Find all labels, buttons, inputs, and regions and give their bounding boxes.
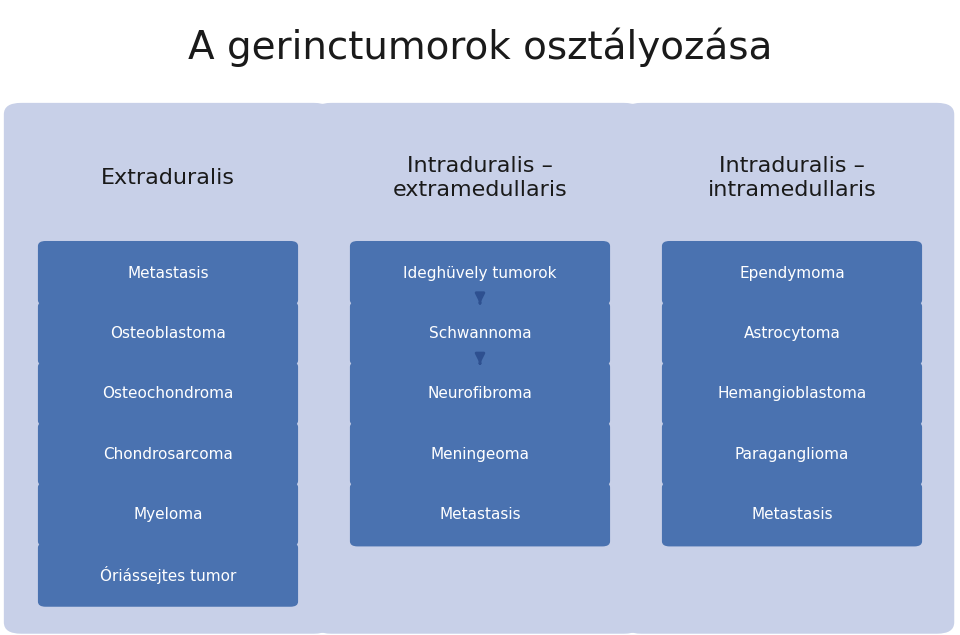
Text: Schwannoma: Schwannoma	[429, 326, 531, 341]
Text: Paraganglioma: Paraganglioma	[734, 446, 850, 462]
Text: Extraduralis: Extraduralis	[101, 168, 235, 188]
Text: Chondrosarcoma: Chondrosarcoma	[103, 446, 233, 462]
FancyBboxPatch shape	[662, 422, 922, 486]
FancyBboxPatch shape	[349, 362, 611, 426]
Text: Intraduralis –
intramedullaris: Intraduralis – intramedullaris	[708, 156, 876, 200]
Text: A gerinctumorok osztályozása: A gerinctumorok osztályozása	[188, 28, 772, 67]
FancyBboxPatch shape	[662, 362, 922, 426]
Text: Osteochondroma: Osteochondroma	[103, 386, 233, 401]
FancyBboxPatch shape	[4, 103, 331, 634]
Text: Ideghüvely tumorok: Ideghüvely tumorok	[403, 265, 557, 281]
FancyBboxPatch shape	[37, 241, 298, 305]
FancyBboxPatch shape	[349, 422, 611, 486]
FancyBboxPatch shape	[349, 302, 611, 366]
Text: Óriássejtes tumor: Óriássejtes tumor	[100, 566, 236, 584]
FancyBboxPatch shape	[662, 241, 922, 305]
FancyBboxPatch shape	[37, 483, 298, 546]
Text: Hemangioblastoma: Hemangioblastoma	[717, 386, 867, 401]
FancyBboxPatch shape	[37, 422, 298, 486]
FancyBboxPatch shape	[37, 362, 298, 426]
FancyBboxPatch shape	[314, 103, 641, 634]
FancyBboxPatch shape	[349, 241, 611, 305]
FancyBboxPatch shape	[37, 302, 298, 366]
FancyBboxPatch shape	[624, 103, 954, 634]
FancyBboxPatch shape	[662, 302, 922, 366]
Text: Metastasis: Metastasis	[751, 507, 833, 522]
Text: Metastasis: Metastasis	[439, 507, 521, 522]
FancyBboxPatch shape	[349, 483, 611, 546]
FancyBboxPatch shape	[37, 542, 298, 607]
Text: Osteoblastoma: Osteoblastoma	[110, 326, 226, 341]
Text: Metastasis: Metastasis	[127, 265, 209, 281]
Text: Intraduralis –
extramedullaris: Intraduralis – extramedullaris	[393, 156, 567, 200]
Text: Myeloma: Myeloma	[133, 507, 203, 522]
Text: Neurofibroma: Neurofibroma	[427, 386, 533, 401]
FancyBboxPatch shape	[662, 483, 922, 546]
Text: Ependymoma: Ependymoma	[739, 265, 845, 281]
Text: Meningeoma: Meningeoma	[430, 446, 530, 462]
Text: Astrocytoma: Astrocytoma	[744, 326, 840, 341]
